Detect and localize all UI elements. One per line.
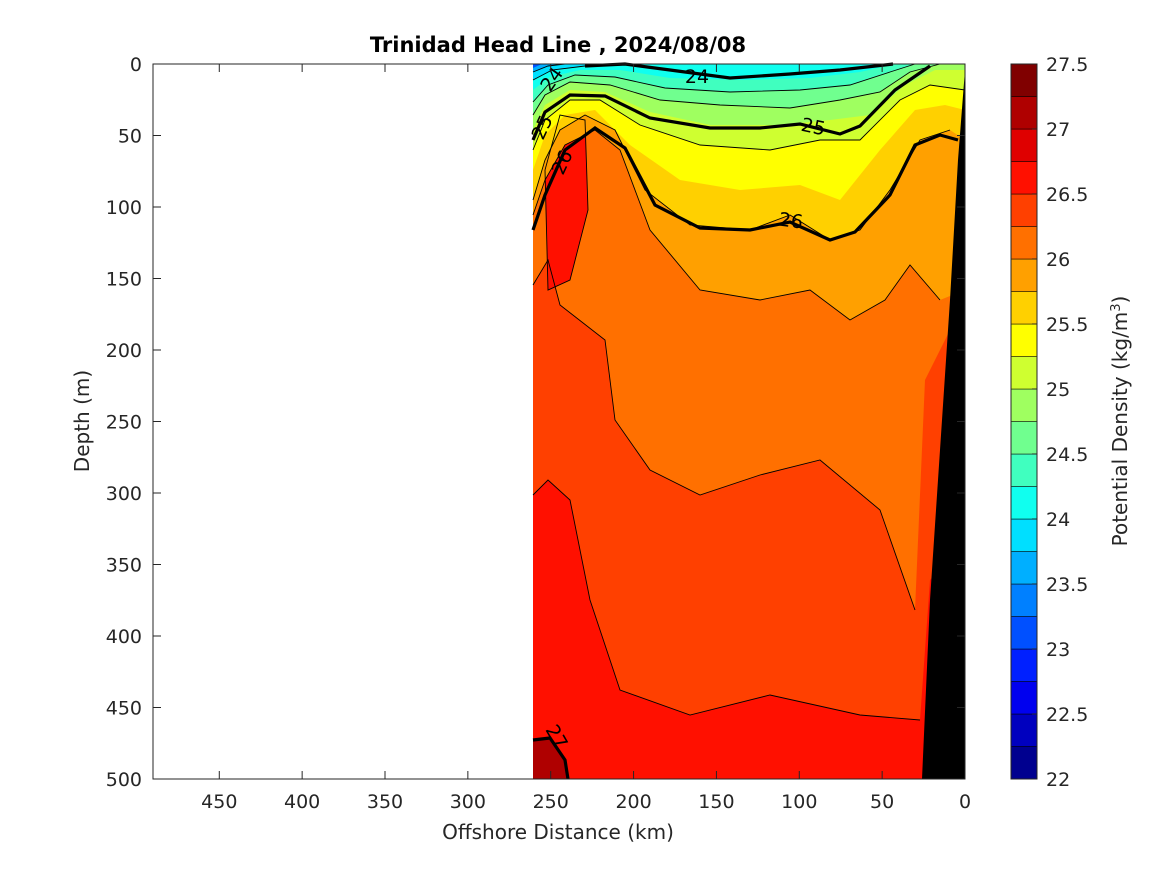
- thin-contour-lines: [532, 63, 966, 721]
- y-tick-label: 400: [106, 626, 142, 648]
- colorbar-tick-label: 25: [1046, 379, 1070, 401]
- contour-label-25-right: 25: [799, 114, 827, 141]
- colorbar-tick-label: 22.5: [1046, 704, 1088, 726]
- colorbar-swatch: [1010, 128, 1038, 162]
- colorbar-swatch: [1010, 193, 1038, 227]
- colorbar-tick-label: 27: [1046, 119, 1070, 141]
- x-tick-label: 50: [870, 791, 894, 813]
- x-tick-label: 0: [959, 791, 971, 813]
- colorbar-swatch: [1010, 713, 1038, 747]
- colorbar-tick-label: 23.5: [1046, 574, 1088, 596]
- contour-27: [532, 736, 570, 780]
- x-tick-label: 200: [615, 791, 651, 813]
- y-tick-label: 50: [118, 126, 142, 148]
- colorbar-tick-label: 26: [1046, 249, 1070, 271]
- contour-25: [531, 64, 931, 141]
- colorbar-swatch: [1010, 583, 1038, 617]
- colorbar-swatch: [1010, 226, 1038, 260]
- y-tick-label: 250: [106, 412, 142, 434]
- bathymetry-shelf: [922, 70, 965, 779]
- x-tick-label: 450: [201, 791, 237, 813]
- colorbar-swatch: [1010, 486, 1038, 520]
- contour-label-26-right: 26: [777, 208, 804, 233]
- colorbar-swatch: [1010, 421, 1038, 455]
- colorbar-swatch: [1010, 648, 1038, 682]
- y-tick-label: 150: [106, 269, 142, 291]
- colorbar-label: Potential Density (kg/m3): [1108, 296, 1132, 547]
- x-tick-label: 300: [450, 791, 486, 813]
- density-band-23-75-to-24: [533, 64, 625, 80]
- colorbar-swatch: [1010, 96, 1038, 130]
- x-axis-ticks: 450 400 350 300 250 200 150 100 50 0: [201, 64, 971, 813]
- contour-26: [531, 126, 959, 242]
- colorbar-swatch: [1010, 291, 1038, 325]
- y-tick-label: 500: [106, 769, 142, 791]
- colorbar-tick-label: 27.5: [1046, 54, 1088, 76]
- density-band-23-5-to-23-75: [533, 64, 565, 72]
- contour-field: [531, 62, 966, 780]
- colorbar-swatch: [1010, 746, 1038, 780]
- x-tick-label: 100: [781, 791, 817, 813]
- y-axis-label: Depth (m): [70, 370, 94, 472]
- y-tick-label: 0: [130, 54, 142, 76]
- density-band-23-25-to-23-5: [533, 64, 542, 68]
- colorbar-swatch: [1010, 161, 1038, 195]
- colorbar-tick-label: 26.5: [1046, 184, 1088, 206]
- colorbar-frame: [1010, 63, 1038, 780]
- colorbar-tick-label: 24.5: [1046, 444, 1088, 466]
- colorbar-swatch: [1010, 551, 1038, 585]
- y-tick-label: 100: [106, 197, 142, 219]
- y-tick-label: 200: [106, 340, 142, 362]
- y-tick-label: 350: [106, 555, 142, 577]
- colorbar-swatch: [1010, 616, 1038, 650]
- colorbar-swatch: [1010, 453, 1038, 487]
- y-axis-ticks: 0 50 100 150 200 250 300 350 400 450 500: [106, 54, 965, 791]
- colorbar-swatch: [1010, 323, 1038, 357]
- colorbar-tick-label: 24: [1046, 509, 1070, 531]
- y-tick-label: 450: [106, 698, 142, 720]
- chart-title: Trinidad Head Line , 2024/08/08: [370, 33, 746, 57]
- x-tick-label: 350: [367, 791, 403, 813]
- x-tick-label: 150: [698, 791, 734, 813]
- colorbar-tick-label: 25.5: [1046, 314, 1088, 336]
- contour-label-24-top: 24: [685, 66, 709, 88]
- colorbar: 27.5 27 26.5 26 25.5 25 24.5 24 23.5 23 22.5 22: [1010, 54, 1088, 791]
- colorbar-swatch: [1010, 388, 1038, 422]
- colorbar-swatch: [1010, 356, 1038, 390]
- x-axis-label: Offshore Distance (km): [442, 820, 674, 844]
- x-tick-label: 400: [284, 791, 320, 813]
- colorbar-swatch: [1010, 681, 1038, 715]
- colorbar-swatch: [1010, 518, 1038, 552]
- y-tick-label: 300: [106, 483, 142, 505]
- x-tick-label: 250: [533, 791, 569, 813]
- colorbar-tick-label: 23: [1046, 639, 1070, 661]
- colorbar-tick-label: 22: [1046, 769, 1070, 791]
- colorbar-swatch: [1010, 258, 1038, 292]
- colorbar-swatch: [1010, 63, 1038, 97]
- density-band-27-to-27-25: [533, 738, 568, 779]
